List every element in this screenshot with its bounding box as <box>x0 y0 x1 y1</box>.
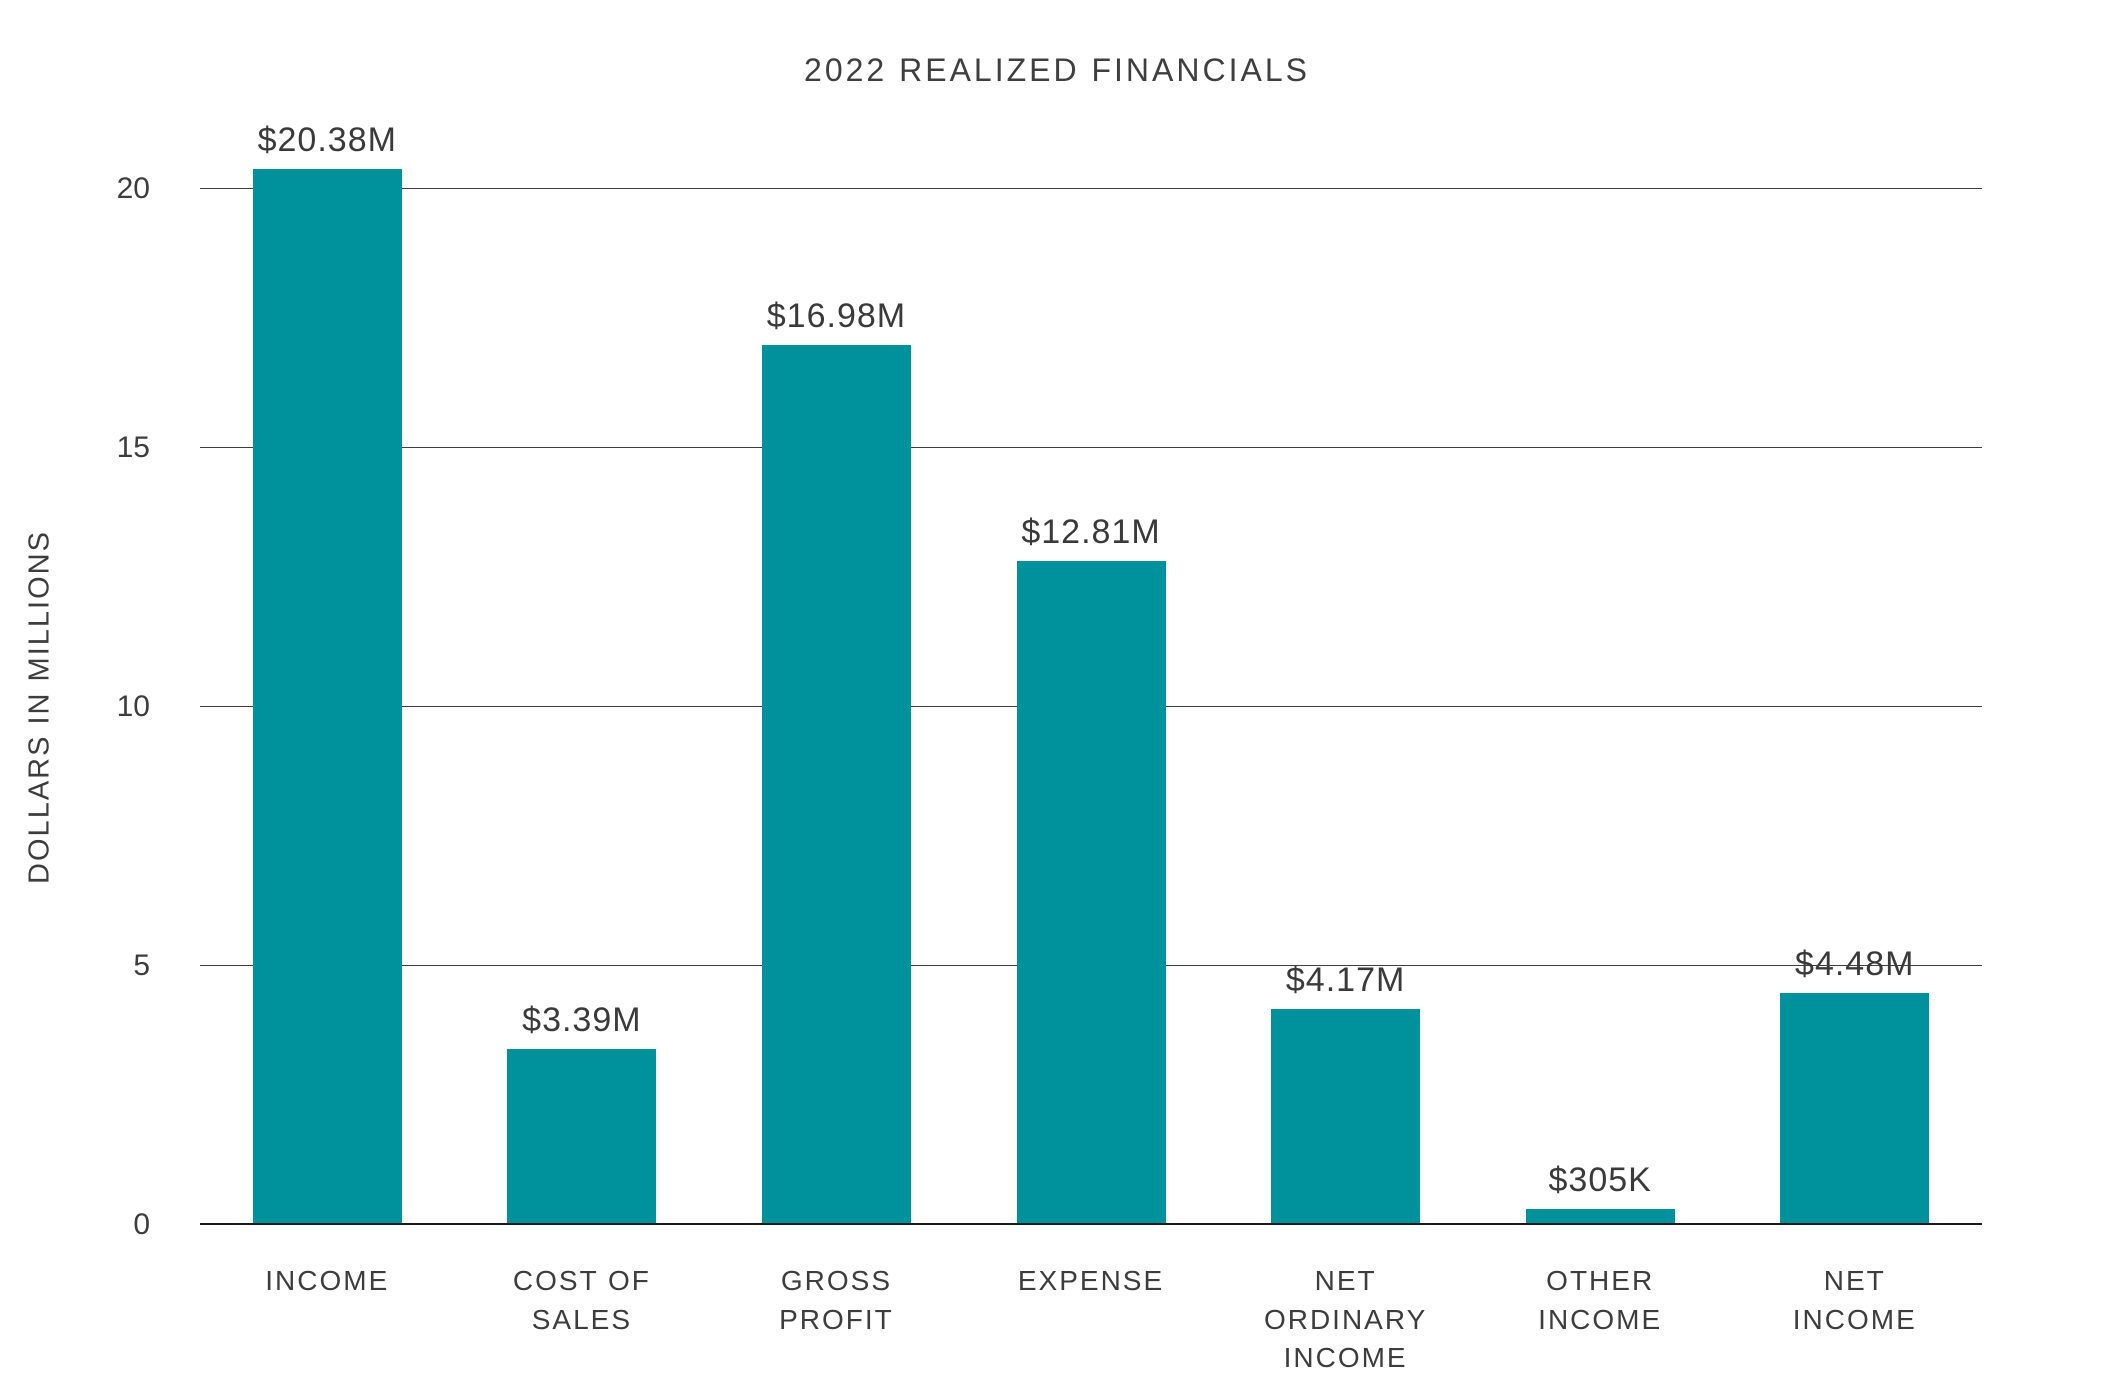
x-axis-line <box>200 1223 1982 1225</box>
value-label-gross-profit: $16.98M <box>766 297 907 336</box>
value-label-expense: $12.81M <box>1021 513 1161 552</box>
bar-group-net-income: $4.48M <box>1727 120 1982 1225</box>
bar-group-expense: $12.81M <box>964 120 1219 1225</box>
value-label-cost-of-sales: $3.39M <box>522 1001 642 1040</box>
chart-title: 2022 REALIZED FINANCIALS <box>804 52 1310 88</box>
x-axis-category-labels: INCOME COST OF SALES GROSS PROFIT EXPENS… <box>200 1262 1982 1378</box>
y-tick-10: 10 <box>116 690 150 723</box>
category-label-net-income: NET INCOME <box>1792 1265 1917 1335</box>
category-label-gross-profit: GROSS PROFIT <box>779 1265 894 1335</box>
bar-cost-of-sales <box>507 1049 657 1225</box>
bars-row: $20.38M $3.39M $16.98M $12.81M <box>200 120 1982 1225</box>
bar-income <box>252 169 402 1225</box>
bar-gross-profit <box>761 345 911 1225</box>
category-label-expense: EXPENSE <box>1017 1265 1165 1296</box>
value-label-income: $20.38M <box>257 121 397 160</box>
category-label-other-income: OTHER INCOME <box>1538 1265 1663 1335</box>
category-label-cost-of-sales: COST OF SALES <box>512 1265 651 1335</box>
category-label-net-ordinary-income: NET ORDINARY INCOME <box>1263 1265 1428 1374</box>
value-label-other-income: $305K <box>1548 1161 1652 1200</box>
value-label-net-income: $4.48M <box>1795 944 1915 983</box>
bar-group-gross-profit: $16.98M <box>709 120 964 1225</box>
bar-net-income <box>1780 992 1930 1225</box>
bar-expense <box>1016 561 1166 1225</box>
bar-net-ordinary-income <box>1271 1009 1421 1225</box>
y-tick-15: 15 <box>116 431 150 464</box>
category-label-income: INCOME <box>265 1265 390 1296</box>
y-tick-0: 0 <box>133 1208 150 1241</box>
bar-other-income <box>1525 1209 1675 1225</box>
gridline-20 <box>200 188 1982 189</box>
bar-group-income: $20.38M <box>200 120 455 1225</box>
gridline-15 <box>200 447 1982 448</box>
y-tick-5: 5 <box>133 949 150 982</box>
bar-group-net-ordinary-income: $4.17M <box>1218 120 1473 1225</box>
y-tick-20: 20 <box>116 172 150 205</box>
bar-group-other-income: $305K <box>1473 120 1728 1225</box>
bar-group-cost-of-sales: $3.39M <box>455 120 710 1225</box>
plot-area: 20 15 10 5 0 $20.38M $3.39M $16.98M <box>117 120 1982 1241</box>
value-label-net-ordinary-income: $4.17M <box>1285 961 1406 999</box>
